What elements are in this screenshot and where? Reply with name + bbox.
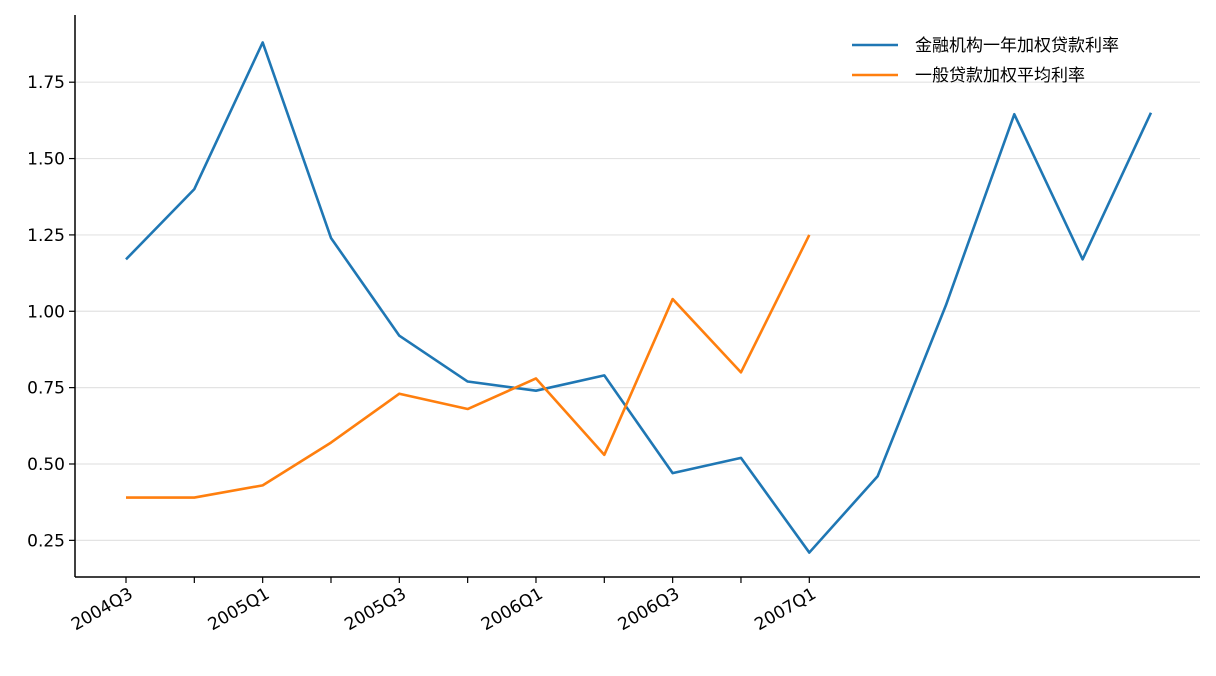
x-tick-label: 2006Q3 bbox=[615, 584, 683, 635]
series-line bbox=[126, 234, 811, 499]
legend-label: 一般贷款加权平均利率 bbox=[915, 66, 1085, 86]
y-tick-label: 1.75 bbox=[27, 73, 65, 93]
y-tick-label: 1.25 bbox=[27, 226, 65, 246]
y-tick-label: 0.75 bbox=[27, 379, 65, 399]
y-tick-label: 0.25 bbox=[27, 531, 65, 551]
legend-label: 金融机构一年加权贷款利率 bbox=[915, 36, 1119, 56]
x-tick-label: 2004Q3 bbox=[68, 584, 136, 635]
series-line bbox=[125, 41, 1153, 554]
y-tick-label: 1.00 bbox=[27, 302, 65, 322]
y-tick-label: 1.50 bbox=[27, 150, 65, 170]
x-tick-label: 2005Q1 bbox=[205, 584, 273, 635]
x-tick-label: 2005Q3 bbox=[341, 584, 409, 635]
x-tick-label: 2006Q1 bbox=[478, 584, 546, 635]
x-tick-label: 2007Q1 bbox=[751, 584, 819, 635]
y-tick-label: 0.50 bbox=[27, 455, 65, 475]
